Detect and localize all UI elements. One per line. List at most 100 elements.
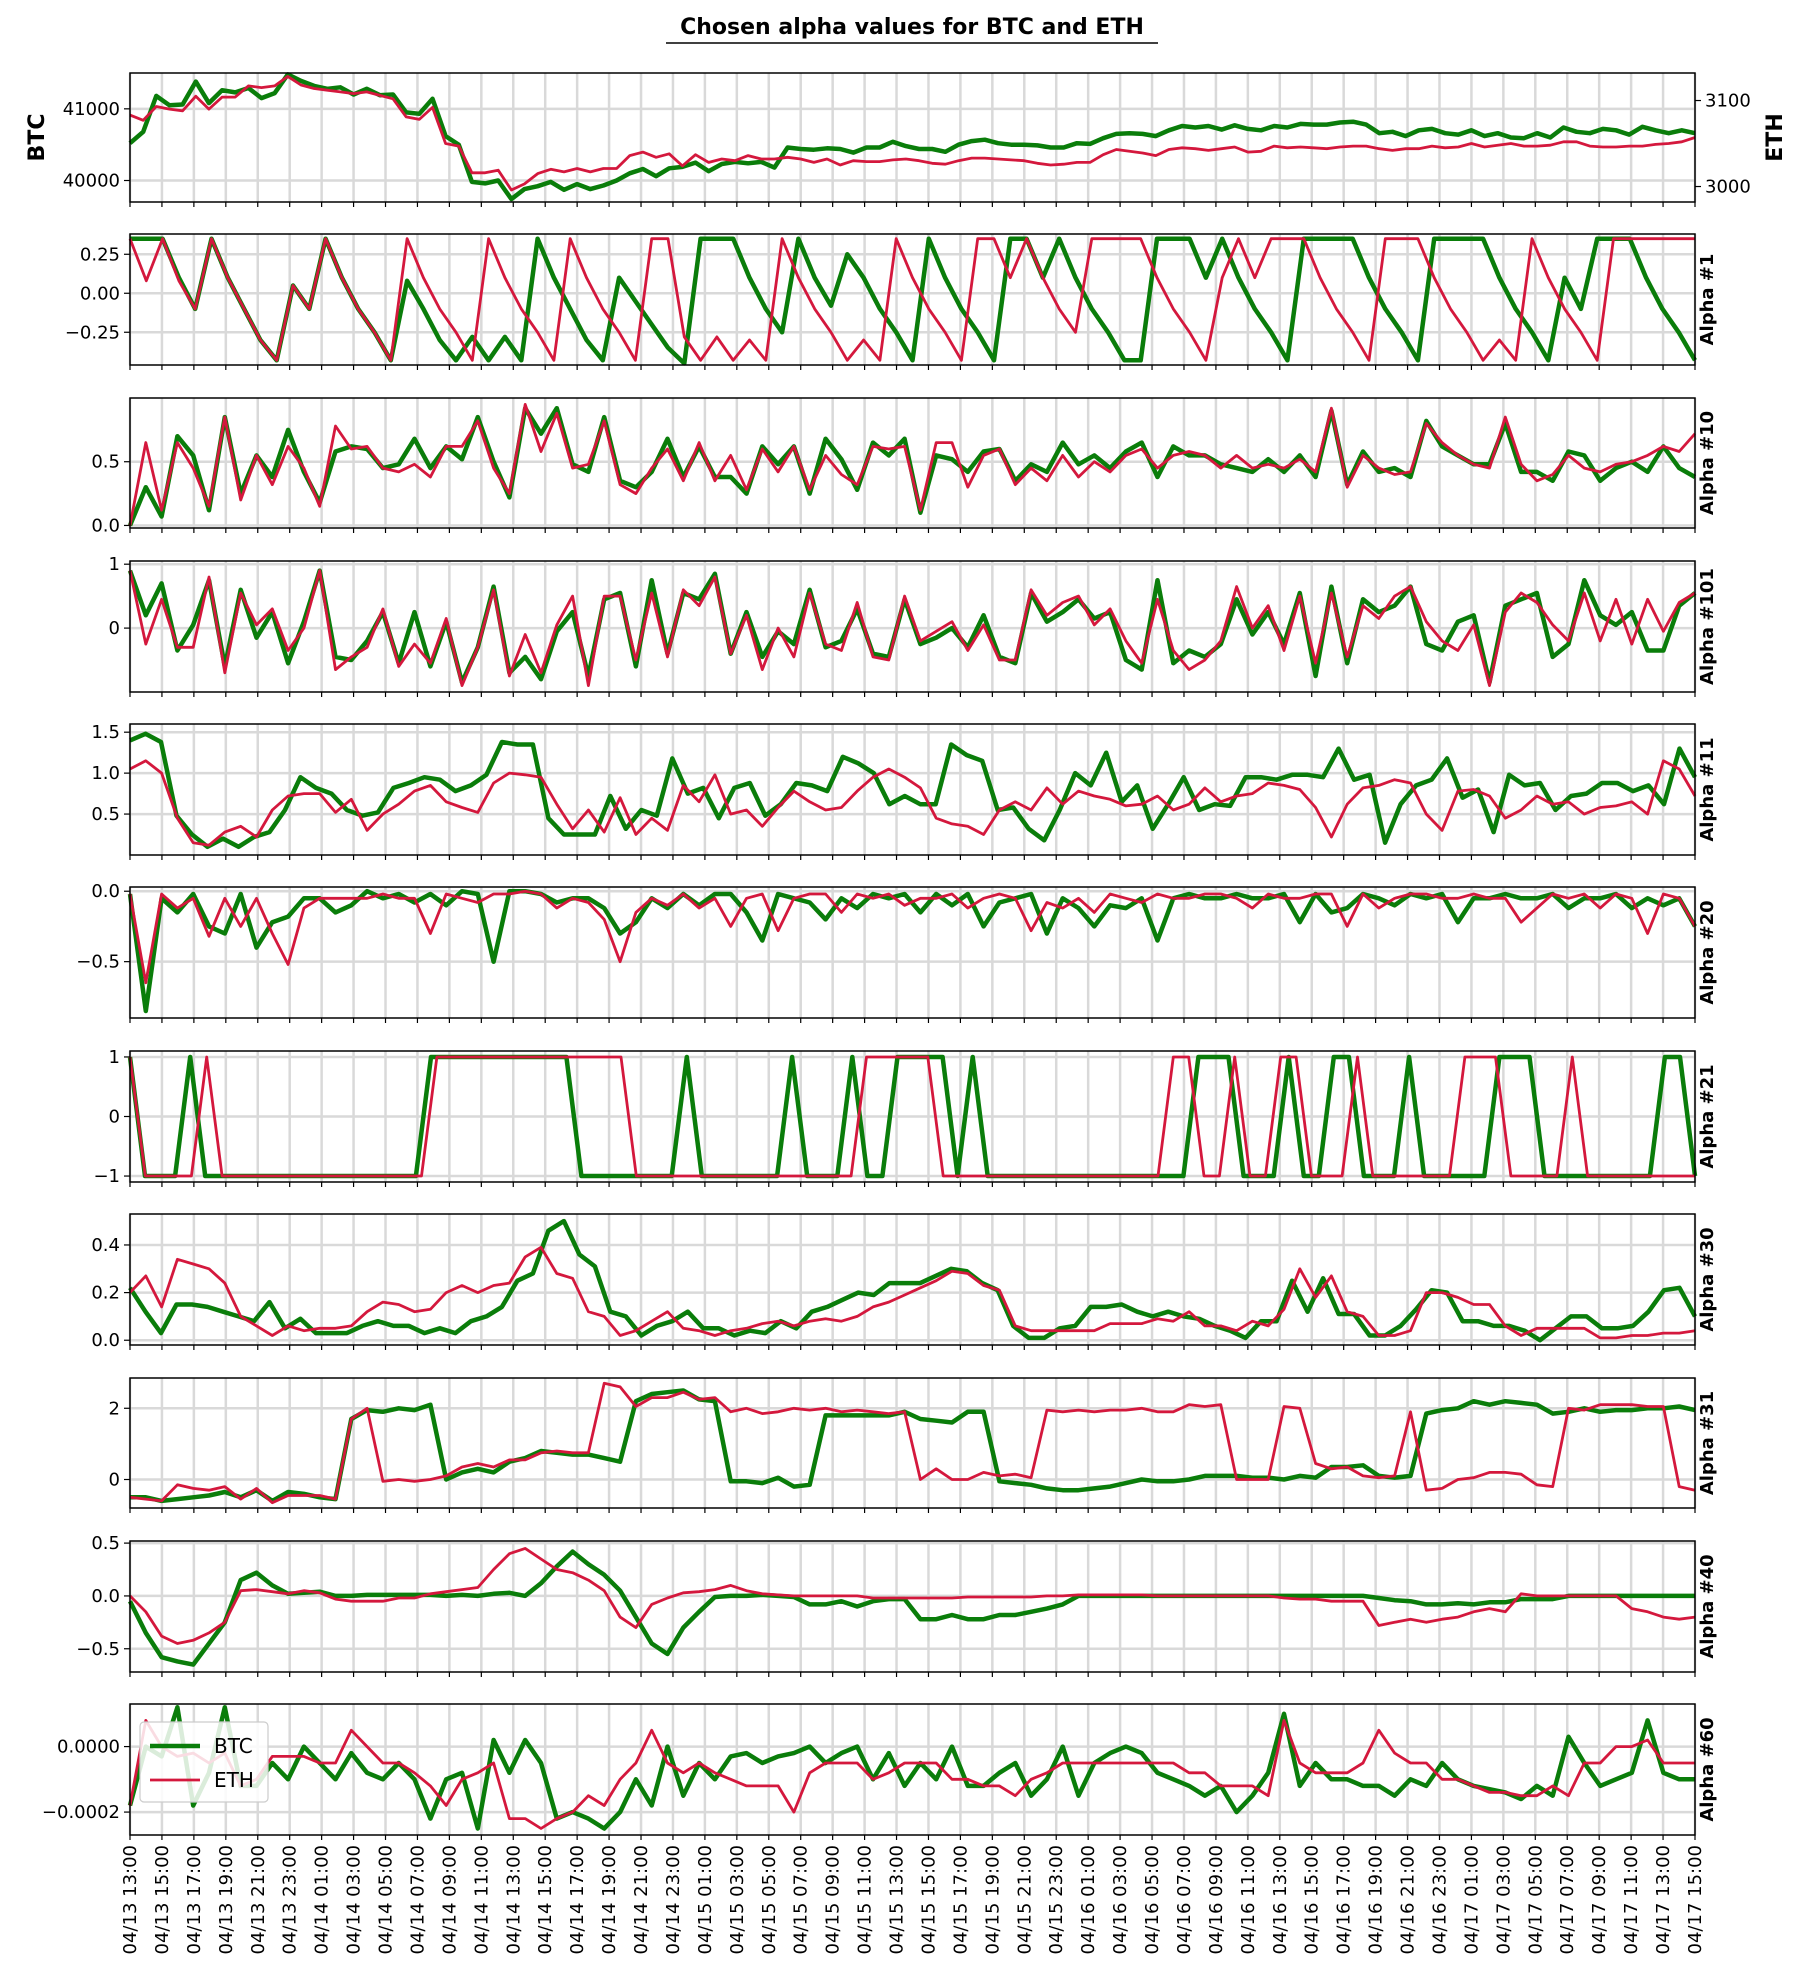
x-tick-label: 04/16 05:00 (1142, 1845, 1163, 1954)
series-line-eth (129, 75, 1696, 192)
series-line-btc (127, 1705, 1695, 1831)
series-line-eth (128, 402, 1697, 526)
x-tick-label: 04/16 13:00 (1270, 1845, 1291, 1954)
x-tick-label: 04/13 15:00 (152, 1845, 173, 1954)
x-tick-label: 04/13 17:00 (184, 1845, 205, 1954)
y-tick-label: 1.5 (91, 722, 120, 743)
right-axis-label: Alpha #1 (1697, 254, 1718, 346)
series-line-eth (128, 237, 1695, 362)
series-line-btc (127, 568, 1697, 685)
right-axis-label: Alpha #30 (1697, 1227, 1718, 1331)
x-tick-label: 04/15 15:00 (918, 1845, 939, 1954)
right-axis-label: ETH (1763, 113, 1788, 161)
x-tick-label: 04/14 11:00 (471, 1845, 492, 1954)
x-tick-label: 04/15 21:00 (1014, 1845, 1035, 1954)
x-tick-label: 04/16 01:00 (1078, 1845, 1099, 1954)
y-tick-label: 0.4 (91, 1235, 120, 1256)
x-tick-label: 04/16 15:00 (1302, 1845, 1323, 1954)
x-tick-label: 04/17 11:00 (1621, 1845, 1642, 1954)
x-tick-label: 04/17 07:00 (1557, 1845, 1578, 1954)
panel-1: 41000 40000 3100 3000 BTC ETH (25, 72, 1788, 207)
y-right-tick-label: 3100 (1705, 91, 1751, 112)
x-tick-label: 04/16 19:00 (1366, 1845, 1387, 1954)
series-line-eth (128, 1245, 1696, 1340)
y-tick-label: −1 (93, 1166, 120, 1187)
panel-frame (129, 72, 1696, 203)
series-line-eth (128, 889, 1697, 985)
series-line-eth (129, 759, 1697, 847)
panel-frame (129, 1703, 1696, 1836)
right-axis-label: Alpha #20 (1697, 900, 1718, 1004)
x-tick-label: 04/14 17:00 (567, 1845, 588, 1954)
y-tick-label: 0.00 (80, 283, 120, 304)
x-tick-label: 04/15 07:00 (791, 1845, 812, 1954)
x-tick-label: 04/15 13:00 (887, 1845, 908, 1954)
panel-frame (129, 886, 1696, 1019)
panel-9: 2 0 Alpha #31 (109, 1377, 1718, 1513)
x-tick-label: 04/16 21:00 (1398, 1845, 1419, 1954)
right-axis-label: Alpha #10 (1697, 411, 1718, 515)
series-line-eth (128, 1719, 1695, 1830)
x-tick-label: 04/14 19:00 (599, 1845, 620, 1954)
x-tick-label: 04/15 23:00 (1046, 1845, 1067, 1954)
panel-frame (129, 1540, 1696, 1673)
x-tick-label: 04/14 07:00 (407, 1845, 428, 1954)
panel-2: 0.25 0.00 −0.25 Alpha #1 (65, 233, 1718, 370)
panel-6: 0.0 −0.5 Alpha #20 (76, 881, 1718, 1023)
y-tick-label: 40000 (63, 171, 120, 192)
series-line-eth (129, 1547, 1696, 1645)
x-tick-label: 04/14 03:00 (344, 1845, 365, 1954)
x-tick-label: 04/15 19:00 (982, 1845, 1003, 1954)
x-tick-label: 04/15 03:00 (727, 1845, 748, 1954)
x-tick-label: 04/15 05:00 (759, 1845, 780, 1954)
right-axis-label: Alpha #11 (1697, 737, 1718, 841)
x-tick-label: 04/14 13:00 (503, 1845, 524, 1954)
series-line-btc (127, 888, 1697, 1014)
x-tick-label: 04/13 21:00 (248, 1845, 269, 1954)
panel-frame (129, 397, 1696, 529)
y-tick-label: −0.0002 (42, 1802, 120, 1823)
right-axis-label: Alpha #101 (1697, 568, 1718, 685)
y-tick-label: 0.0 (91, 1586, 120, 1607)
series-line-btc (128, 1218, 1697, 1343)
y-tick-label: −0.5 (76, 1639, 120, 1660)
x-tick-label: 04/16 17:00 (1334, 1845, 1355, 1954)
legend: BTC ETH (139, 1721, 269, 1803)
x-tick-label: 04/17 03:00 (1493, 1845, 1514, 1954)
x-tick-label: 04/14 23:00 (663, 1845, 684, 1954)
series-line-btc (127, 1549, 1695, 1667)
x-tick-label: 04/14 01:00 (312, 1845, 333, 1954)
x-tick-label: 04/14 05:00 (376, 1845, 397, 1954)
panel-frame (129, 723, 1696, 856)
y-tick-label: 2 (109, 1398, 120, 1419)
x-tick-label: 04/17 01:00 (1461, 1845, 1482, 1954)
y-tick-label: −0.25 (65, 322, 120, 343)
x-tick-label: 04/16 11:00 (1238, 1845, 1259, 1954)
x-tick-label: 04/15 01:00 (695, 1845, 716, 1954)
series-line-btc (129, 731, 1697, 850)
series-line-eth (128, 569, 1696, 687)
x-tick-label: 04/15 09:00 (823, 1845, 844, 1954)
panel-8: 0.4 0.2 0.0 Alpha #30 (91, 1213, 1718, 1351)
y-tick-label: −0.5 (76, 952, 120, 973)
x-tick-label: 04/13 13:00 (120, 1845, 141, 1954)
y-tick-label: 1 (109, 1047, 120, 1068)
y-tick-label: 0 (109, 618, 120, 639)
x-tick-label: 04/13 23:00 (280, 1845, 301, 1954)
y-right-tick-label: 3000 (1705, 177, 1751, 198)
legend-box (139, 1721, 269, 1803)
series-line-btc (127, 405, 1697, 527)
x-tick-label: 04/17 09:00 (1589, 1845, 1610, 1954)
series-line-eth (128, 1055, 1695, 1178)
legend-label-btc: BTC (214, 1734, 253, 1758)
legend-label-eth: ETH (214, 1768, 254, 1792)
y-tick-label: 1 (109, 554, 120, 575)
x-tick-label: 04/14 09:00 (439, 1845, 460, 1954)
y-tick-label: 0.0000 (57, 1737, 120, 1758)
x-tick-label: 04/16 07:00 (1174, 1845, 1195, 1954)
right-axis-label: Alpha #31 (1697, 1391, 1718, 1495)
x-tick-label: 04/13 19:00 (216, 1845, 237, 1954)
y-tick-label: 0.5 (91, 1533, 120, 1554)
